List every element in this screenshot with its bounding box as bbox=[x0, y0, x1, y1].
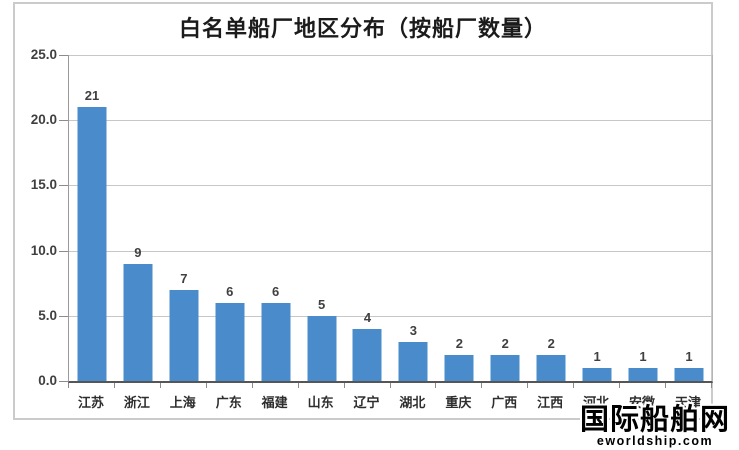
y-axis-tick-label: 15.0 bbox=[30, 177, 57, 193]
x-tick-mark bbox=[205, 383, 207, 388]
y-axis: 0.0 5.0 10.0 15.0 20.0 25.0 bbox=[13, 47, 57, 388]
y-tick-mark bbox=[59, 120, 68, 122]
watermark-subtitle: eworldship.com bbox=[596, 434, 714, 448]
bar bbox=[490, 354, 520, 381]
bar-slot: 9 bbox=[115, 55, 161, 381]
bar bbox=[123, 263, 153, 381]
bar bbox=[352, 328, 382, 381]
x-tick-mark bbox=[297, 383, 299, 388]
x-axis-label: 湖北 bbox=[399, 395, 426, 410]
bar-slot: 6 bbox=[207, 55, 253, 381]
bar-value-label: 2 bbox=[547, 335, 555, 351]
bar-slot: 1 bbox=[666, 55, 712, 381]
x-tick-mark bbox=[343, 383, 345, 388]
bar bbox=[628, 367, 658, 381]
bar bbox=[582, 367, 612, 381]
bar-slot: 3 bbox=[390, 55, 436, 381]
y-axis-tick-label: 10.0 bbox=[30, 242, 57, 258]
bar bbox=[444, 354, 474, 381]
x-tick-mark bbox=[573, 383, 575, 388]
bar-slot: 2 bbox=[482, 55, 528, 381]
bar-value-label: 5 bbox=[317, 296, 326, 312]
bar-slot: 1 bbox=[574, 55, 620, 381]
x-tick-mark bbox=[68, 383, 69, 388]
x-axis-label: 福建 bbox=[261, 395, 288, 410]
y-tick-mark bbox=[59, 381, 68, 382]
y-axis-tick-label: 5.0 bbox=[38, 307, 57, 323]
bar bbox=[307, 315, 337, 381]
x-axis-label: 广西 bbox=[491, 395, 518, 410]
x-tick-mark bbox=[527, 383, 529, 388]
x-tick-mark bbox=[481, 383, 483, 388]
bar-value-label: 1 bbox=[685, 348, 693, 364]
bar-slot: 2 bbox=[436, 55, 482, 381]
x-axis-label: 浙江 bbox=[123, 395, 150, 410]
x-axis-label: 天津 bbox=[674, 395, 701, 410]
bar bbox=[215, 302, 245, 381]
y-axis-tick-label: 20.0 bbox=[30, 112, 57, 128]
bar bbox=[77, 107, 107, 381]
bar-value-label: 21 bbox=[84, 88, 100, 104]
x-axis-label: 辽宁 bbox=[353, 395, 380, 410]
watermark-title: 国际船舶网 bbox=[579, 403, 730, 436]
x-tick-mark bbox=[251, 383, 253, 388]
gridline bbox=[69, 120, 712, 122]
x-axis-label: 江苏 bbox=[77, 395, 104, 410]
x-axis-label: 广东 bbox=[215, 395, 242, 410]
bar-value-label: 9 bbox=[134, 244, 142, 260]
watermark: 国际船舶网 eworldship.com bbox=[572, 403, 738, 448]
x-axis-label: 上海 bbox=[169, 395, 196, 410]
x-tick-mark bbox=[711, 383, 712, 388]
bar-value-label: 6 bbox=[226, 283, 234, 299]
bar-value-label: 7 bbox=[180, 270, 188, 286]
bar-slot: 21 bbox=[69, 55, 115, 381]
gridline bbox=[69, 250, 712, 252]
x-tick-mark bbox=[619, 383, 621, 388]
bar-value-label: 6 bbox=[272, 283, 280, 299]
x-axis-label: 江西 bbox=[537, 395, 564, 410]
bar bbox=[261, 302, 291, 381]
x-axis-labels: 江苏 浙江 上海 广东 福建 山东 辽宁 湖北 重庆 广西 江西 河北 安徽 天津 bbox=[68, 395, 711, 410]
x-axis-label: 安徽 bbox=[629, 395, 656, 410]
x-tick-mark bbox=[435, 383, 437, 388]
gridline bbox=[69, 55, 712, 56]
bar-slot: 4 bbox=[345, 55, 391, 381]
bar-slot: 1 bbox=[620, 55, 666, 381]
gridline bbox=[69, 185, 712, 187]
x-tick-mark bbox=[389, 383, 391, 388]
bar bbox=[398, 341, 428, 381]
y-axis-tick-label: 25.0 bbox=[30, 47, 57, 62]
bar bbox=[536, 354, 566, 381]
bar-value-label: 3 bbox=[409, 322, 418, 338]
bar-slot: 7 bbox=[161, 55, 207, 381]
bar-slot: 6 bbox=[253, 55, 299, 381]
bar-value-label: 2 bbox=[501, 335, 509, 351]
x-axis-label: 河北 bbox=[583, 395, 610, 410]
bar-slot: 5 bbox=[299, 55, 345, 381]
chart-title: 白名单船厂地区分布（按船厂数量） bbox=[178, 16, 547, 41]
plot-area: 21 9 7 6 6 5 4 3 2 2 2 1 1 1 bbox=[68, 55, 713, 383]
bar-value-label: 1 bbox=[593, 348, 601, 364]
bar-slot: 2 bbox=[528, 55, 574, 381]
y-tick-mark bbox=[59, 250, 68, 252]
bar-value-label: 2 bbox=[455, 335, 463, 351]
x-tick-mark bbox=[159, 383, 161, 388]
y-tick-mark bbox=[59, 315, 68, 317]
bar-series: 21 9 7 6 6 5 4 3 2 2 2 1 1 1 bbox=[69, 55, 712, 381]
x-tick-mark bbox=[113, 383, 115, 388]
y-axis-tick-label: 0.0 bbox=[38, 373, 57, 388]
bar bbox=[674, 367, 704, 381]
x-tick-mark bbox=[665, 383, 667, 388]
bar bbox=[169, 289, 199, 381]
y-tick-mark bbox=[59, 185, 68, 187]
y-tick-mark bbox=[59, 55, 68, 56]
x-axis-label: 山东 bbox=[307, 395, 334, 410]
bar-value-label: 1 bbox=[639, 348, 647, 364]
bar-value-label: 4 bbox=[363, 309, 372, 325]
x-axis-label: 重庆 bbox=[445, 395, 472, 410]
gridline bbox=[69, 315, 712, 317]
